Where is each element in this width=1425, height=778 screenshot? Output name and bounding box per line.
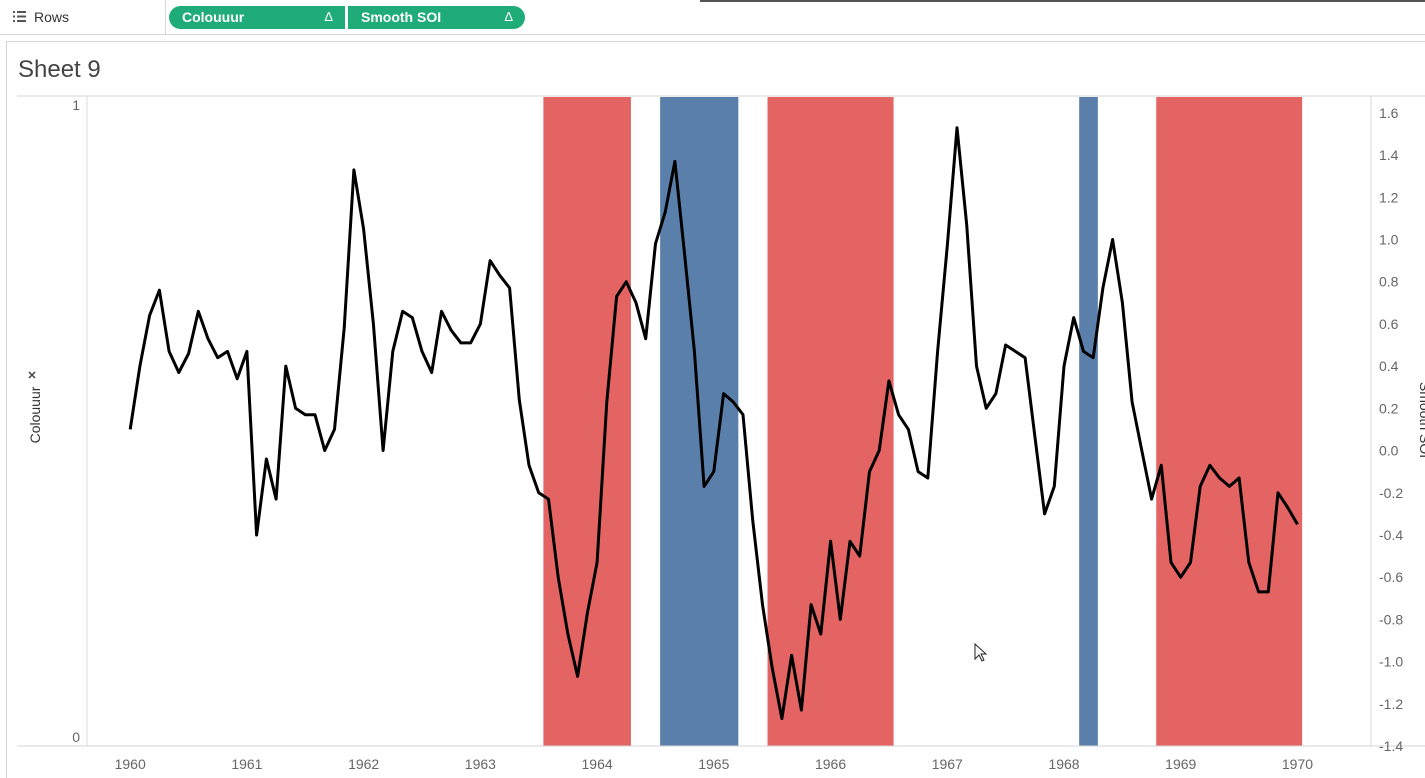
cursor-icon (974, 642, 988, 662)
delta-icon: Δ (504, 9, 513, 24)
x-tick-label: 1969 (1165, 756, 1196, 772)
band-blue-3 (1079, 97, 1098, 746)
right-tick-label: 0.8 (1379, 274, 1399, 290)
right-tick-label: 1.0 (1379, 232, 1399, 248)
right-tick-label: 1.4 (1379, 147, 1399, 163)
rows-shelf: Rows Colouuur Δ Smooth SOI Δ (0, 0, 1425, 35)
x-tick-label: 1965 (698, 756, 729, 772)
series-layer (128, 126, 1299, 721)
x-tick-label: 1961 (231, 756, 262, 772)
right-tick-label: -0.4 (1379, 527, 1403, 543)
rows-label: Rows (34, 9, 70, 25)
rows-shelf-label: Rows (0, 0, 166, 34)
left-axis-title: Colouuur (27, 386, 43, 443)
toolbar-edge (700, 0, 1425, 2)
band-red-4 (1156, 97, 1303, 746)
tick-layer: 1960 1961 1962 1963 1964 1965 1966 1967 1968 1969… (72, 97, 1403, 772)
x-tick-label: 1963 (465, 756, 496, 772)
band-red-2 (767, 97, 894, 746)
right-tick-label: 0.2 (1379, 400, 1399, 416)
right-tick-label: 1.6 (1379, 105, 1399, 121)
x-tick-label: 1966 (815, 756, 846, 772)
right-tick-label: -1.2 (1379, 696, 1403, 712)
x-tick-label: 1967 (932, 756, 963, 772)
right-tick-label: -1.4 (1379, 738, 1403, 754)
right-tick-label: -0.6 (1379, 569, 1403, 585)
pill-smooth-soi[interactable]: Smooth SOI Δ (348, 6, 525, 29)
pill-colouuur[interactable]: Colouuur Δ (169, 6, 345, 29)
pin-icon (28, 371, 36, 379)
right-tick-label: 1.2 (1379, 189, 1399, 205)
right-tick-label: 0.6 (1379, 316, 1399, 332)
sheet-frame (6, 41, 1425, 778)
pill-smooth-soi-label: Smooth SOI (361, 9, 442, 25)
delta-icon: Δ (324, 9, 333, 24)
x-tick-label: 1962 (348, 756, 379, 772)
pill-colouuur-label: Colouuur (182, 9, 245, 25)
x-tick-label: 1968 (1048, 756, 1079, 772)
right-tick-label: -1.0 (1379, 654, 1403, 670)
right-tick-label: -0.8 (1379, 611, 1403, 627)
x-tick-label: 1964 (582, 756, 613, 772)
rows-icon (13, 11, 26, 22)
x-tick-label: 1970 (1282, 756, 1313, 772)
x-tick-label: 1960 (115, 756, 146, 772)
right-tick-label: -0.2 (1379, 485, 1403, 501)
right-axis-title: Smooth SOI (1417, 382, 1425, 458)
sheet-title[interactable]: Sheet 9 (18, 56, 101, 83)
band-layer (543, 97, 1303, 746)
band-red-0 (543, 97, 631, 746)
left-tick-label: 1 (72, 97, 80, 113)
left-tick-label: 0 (72, 729, 80, 745)
right-tick-label: 0.0 (1379, 443, 1399, 459)
right-tick-label: 0.4 (1379, 358, 1399, 374)
